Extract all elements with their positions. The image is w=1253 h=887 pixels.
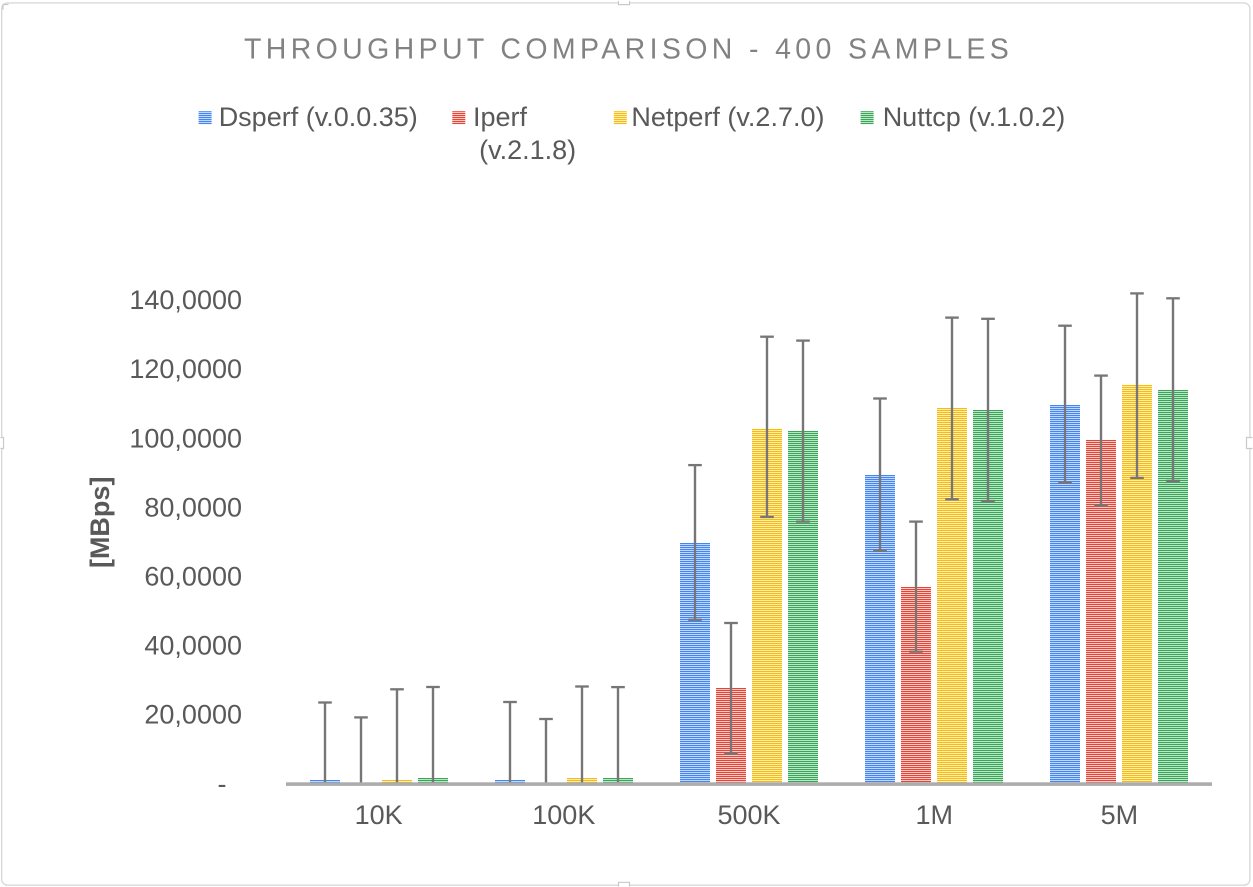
svg-text:-: - [218, 769, 227, 799]
svg-text:Dsperf (v.0.0.35): Dsperf (v.0.0.35) [219, 102, 418, 132]
svg-text:1M: 1M [915, 800, 953, 830]
svg-text:THROUGHPUT COMPARISON - 400 SA: THROUGHPUT COMPARISON - 400 SAMPLES [244, 33, 1013, 65]
svg-text:20,0000: 20,0000 [144, 700, 242, 730]
svg-text:60,0000: 60,0000 [144, 561, 242, 591]
svg-text:Netperf (v.2.7.0): Netperf (v.2.7.0) [631, 102, 824, 132]
svg-text:80,0000: 80,0000 [144, 492, 242, 522]
svg-text:100,0000: 100,0000 [129, 423, 242, 453]
svg-text:500K: 500K [717, 800, 780, 830]
svg-text:140,0000: 140,0000 [129, 285, 242, 315]
svg-text:(v.2.1.8): (v.2.1.8) [479, 135, 576, 165]
svg-text:10K: 10K [355, 800, 403, 830]
svg-text:5M: 5M [1101, 800, 1139, 830]
svg-text:Nuttcp (v.1.0.2): Nuttcp (v.1.0.2) [883, 102, 1066, 132]
svg-text:120,0000: 120,0000 [129, 354, 242, 384]
svg-text:Iperf: Iperf [473, 102, 528, 132]
svg-text:40,0000: 40,0000 [144, 630, 242, 660]
svg-text:[MBps]: [MBps] [85, 477, 115, 568]
svg-text:100K: 100K [532, 800, 595, 830]
